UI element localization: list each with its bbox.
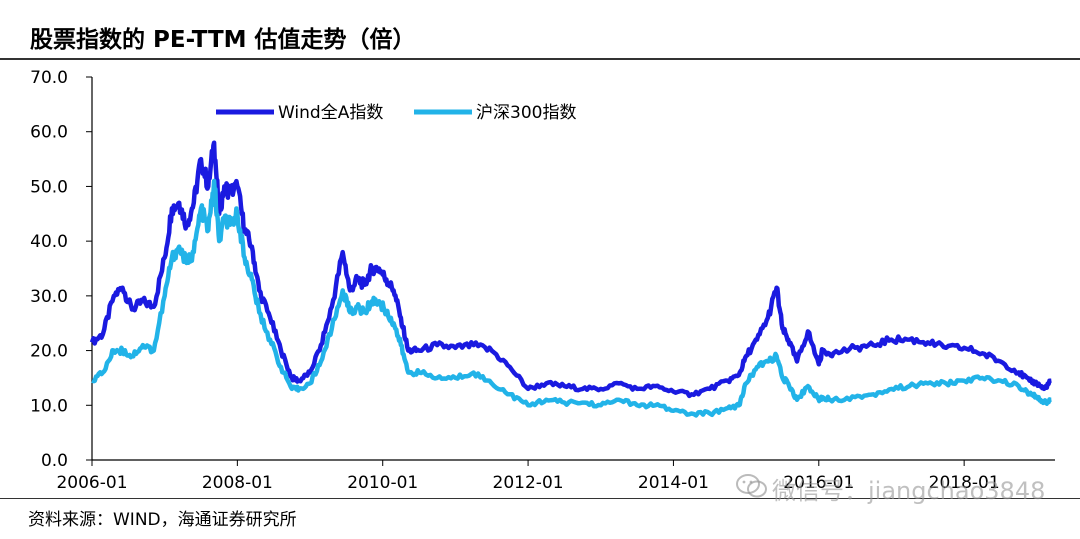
x-tick-label: 2006-01 xyxy=(56,473,127,493)
wechat-icon xyxy=(736,474,767,498)
y-tick-label: 50.0 xyxy=(30,177,68,197)
x-tick-label: 2018-01 xyxy=(929,473,1000,493)
legend-label-1: Wind全A指数 xyxy=(278,103,383,123)
x-tick-label: 2008-01 xyxy=(202,473,273,493)
x-tick-label: 2014-01 xyxy=(638,473,709,493)
chart-legend: Wind全A指数 沪深300指数 xyxy=(216,103,576,123)
series-line-1 xyxy=(89,140,1053,399)
source-note: 资料来源：WIND，海通证券研究所 xyxy=(28,510,297,530)
series-line-2 xyxy=(91,178,1053,418)
x-tick-label: 2012-01 xyxy=(493,473,564,493)
pe-ttm-chart: 0.0 10.0 20.0 30.0 40.0 50.0 60.0 70.0 2006-01 20… xyxy=(30,68,1055,493)
page-title: 股票指数的 PE-TTM 估值走势（倍） xyxy=(30,27,416,53)
watermark-text: 微信号：jiangchao3848 xyxy=(772,477,1046,505)
title-bar: 股票指数的 PE-TTM 估值走势（倍） xyxy=(0,0,1080,60)
legend-label-2: 沪深300指数 xyxy=(476,103,576,123)
chart-series-layer xyxy=(89,140,1053,418)
y-tick-label: 40.0 xyxy=(30,232,68,252)
y-tick-label: 70.0 xyxy=(30,68,68,88)
y-tick-label: 20.0 xyxy=(30,342,68,362)
x-tick-label: 2010-01 xyxy=(347,473,418,493)
y-tick-label: 0.0 xyxy=(41,451,68,471)
y-tick-label: 60.0 xyxy=(30,123,68,143)
y-tick-label: 30.0 xyxy=(30,287,68,307)
x-tick-label: 2016-01 xyxy=(783,473,854,493)
footer-divider xyxy=(0,498,1080,499)
chart-axes: 0.0 10.0 20.0 30.0 40.0 50.0 60.0 70.0 2006-01 20… xyxy=(30,68,1055,493)
y-tick-label: 10.0 xyxy=(30,396,68,416)
